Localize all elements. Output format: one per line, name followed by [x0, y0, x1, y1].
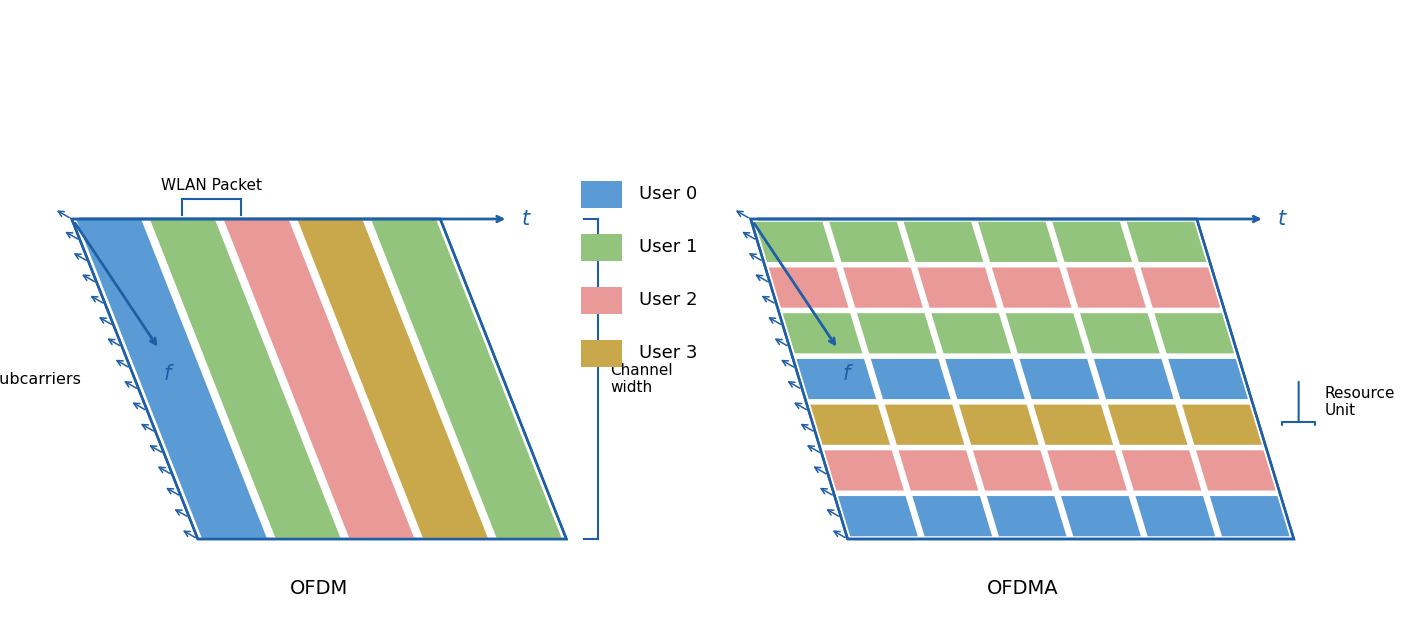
Polygon shape — [1034, 404, 1113, 445]
Polygon shape — [824, 450, 903, 491]
Polygon shape — [1066, 267, 1146, 308]
Bar — [581, 287, 622, 314]
Polygon shape — [1168, 359, 1247, 399]
Polygon shape — [1209, 496, 1290, 536]
Polygon shape — [783, 313, 862, 354]
Text: $t$: $t$ — [1277, 209, 1289, 229]
Polygon shape — [871, 359, 950, 399]
Polygon shape — [371, 219, 562, 539]
Polygon shape — [973, 450, 1052, 491]
Polygon shape — [750, 219, 1294, 539]
Text: OFDMA: OFDMA — [987, 580, 1058, 598]
Polygon shape — [1052, 222, 1131, 262]
Text: OFDM: OFDM — [290, 580, 348, 598]
Polygon shape — [959, 404, 1039, 445]
Polygon shape — [944, 359, 1025, 399]
Polygon shape — [918, 267, 997, 308]
Polygon shape — [224, 219, 415, 539]
Polygon shape — [1095, 359, 1174, 399]
Polygon shape — [150, 219, 341, 539]
Polygon shape — [810, 404, 891, 445]
Polygon shape — [1136, 496, 1215, 536]
Text: User 2: User 2 — [639, 291, 698, 309]
Polygon shape — [796, 359, 877, 399]
Polygon shape — [1107, 404, 1188, 445]
Text: $f$: $f$ — [163, 364, 176, 384]
Polygon shape — [932, 313, 1011, 354]
Polygon shape — [857, 313, 937, 354]
Text: Channel
width: Channel width — [610, 363, 673, 395]
Polygon shape — [1140, 267, 1221, 308]
Polygon shape — [72, 219, 566, 539]
Polygon shape — [903, 222, 983, 262]
Text: Subcarriers: Subcarriers — [0, 372, 81, 386]
Polygon shape — [1197, 450, 1276, 491]
Polygon shape — [1005, 313, 1086, 354]
Polygon shape — [830, 222, 909, 262]
Text: User 0: User 0 — [639, 185, 697, 203]
Polygon shape — [297, 219, 489, 539]
Polygon shape — [991, 267, 1072, 308]
Text: User 1: User 1 — [639, 238, 698, 256]
Polygon shape — [1061, 496, 1141, 536]
Polygon shape — [769, 267, 848, 308]
Polygon shape — [978, 222, 1058, 262]
Polygon shape — [1020, 359, 1099, 399]
Text: $t$: $t$ — [521, 209, 531, 229]
Polygon shape — [838, 496, 918, 536]
Polygon shape — [1127, 222, 1206, 262]
Bar — [581, 339, 622, 366]
Polygon shape — [76, 219, 268, 539]
Polygon shape — [899, 450, 978, 491]
Polygon shape — [1080, 313, 1160, 354]
Bar — [581, 180, 622, 207]
Text: Resource
Unit: Resource Unit — [1325, 386, 1395, 418]
Polygon shape — [1182, 404, 1262, 445]
Text: User 3: User 3 — [639, 344, 698, 362]
Polygon shape — [1154, 313, 1235, 354]
Text: $f$: $f$ — [843, 364, 854, 384]
Polygon shape — [885, 404, 964, 445]
Polygon shape — [755, 222, 834, 262]
Polygon shape — [1121, 450, 1201, 491]
Polygon shape — [987, 496, 1066, 536]
Text: WLAN Packet: WLAN Packet — [161, 178, 262, 193]
Polygon shape — [912, 496, 993, 536]
Polygon shape — [1048, 450, 1127, 491]
Polygon shape — [843, 267, 923, 308]
Bar — [581, 234, 622, 261]
